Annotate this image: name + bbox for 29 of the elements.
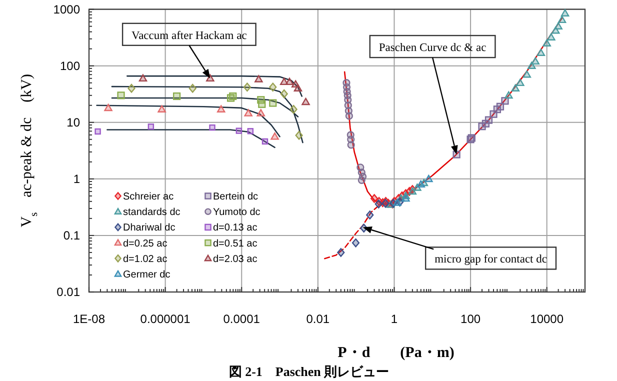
annotation: Vaccum after Hackam ac: [132, 30, 247, 42]
y-tick-label: 1000: [53, 2, 80, 16]
y-tick-label: 100: [60, 58, 80, 73]
y-tick-label: 0.1: [63, 228, 80, 242]
annotation: Paschen Curve dc & ac: [378, 42, 486, 54]
legend-label: Dhariwal dc: [123, 222, 176, 234]
legend-label: d=0.51 ac: [213, 238, 258, 250]
y-tick-label: 0.01: [56, 285, 80, 299]
x-tick-label: 0.000001: [140, 312, 191, 326]
annotation: micro gap for contact dc: [434, 254, 547, 266]
legend-label: Bertein dc: [213, 192, 258, 202]
legend-label: Schreier ac: [123, 192, 174, 202]
x-tick-label: 100: [460, 312, 481, 326]
legend-label: d=0.13 ac: [213, 222, 258, 234]
legend-label: d=0.25 ac: [123, 238, 168, 250]
x-tick-label: 1E-08: [72, 312, 106, 326]
x-tick-label: 0.01: [306, 312, 330, 326]
legend-label: standards dc: [123, 207, 180, 218]
legend-label: d=2.03 ac: [213, 254, 258, 265]
x-axis-title: P・d (Pa・m): [338, 345, 454, 361]
x-tick-label: 1: [390, 312, 398, 326]
x-tick-label: 10000: [530, 312, 564, 326]
x-tick-label: 0.0001: [223, 312, 260, 326]
legend-label: Yumoto dc: [213, 207, 260, 218]
legend-label: Germer dc: [123, 270, 170, 280]
legend-label: d=1.02 ac: [123, 254, 168, 265]
y-tick-label: 1: [73, 172, 80, 186]
caption: 図 2-1 Paschen 則レビュー: [228, 364, 390, 379]
y-tick-label: 10: [66, 115, 80, 130]
